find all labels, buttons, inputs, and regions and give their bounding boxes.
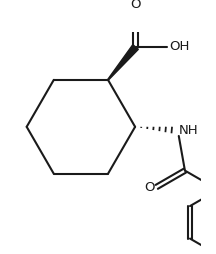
Text: OH: OH: [169, 40, 189, 54]
Text: O: O: [145, 181, 155, 194]
Text: NH: NH: [179, 124, 199, 137]
Text: O: O: [130, 0, 141, 11]
Polygon shape: [108, 45, 138, 80]
